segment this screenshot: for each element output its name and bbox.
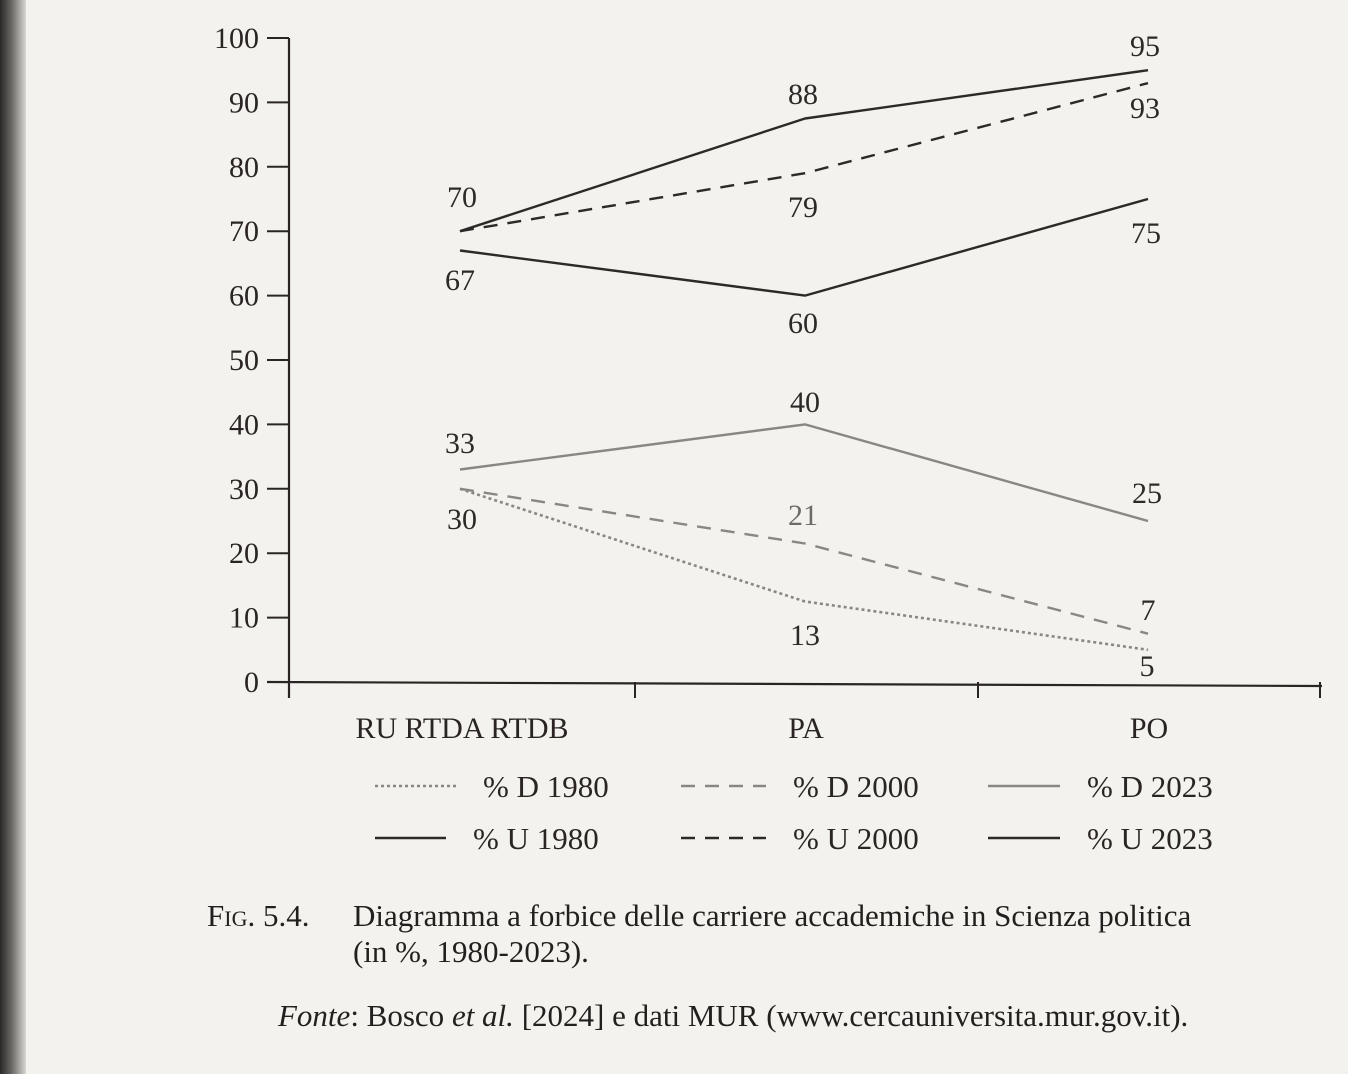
y-tick-label: 60 [229, 280, 259, 313]
x-axis-line [266, 680, 1323, 688]
data-label: 7 [1141, 594, 1156, 627]
chart-axes: 0 10 20 30 40 50 60 70 80 90 100 RU RTDA RTDB PA PO [214, 22, 1323, 745]
legend-label: % D 2023 [1087, 769, 1213, 804]
data-label: 70 [447, 181, 477, 214]
data-label: 60 [788, 307, 818, 340]
data-label: 67 [445, 264, 475, 297]
data-label: 93 [1130, 92, 1160, 125]
y-tick-label: 70 [229, 215, 259, 248]
y-tick-label: 20 [229, 537, 259, 570]
legend-label: % U 1980 [473, 821, 599, 856]
data-label: 30 [447, 503, 477, 536]
caption-line-1: Diagramma a forbice delle carriere accad… [353, 898, 1192, 933]
figure-number: Fig. 5.4. [207, 898, 310, 933]
caption-line-2: (in %, 1980-2023). [353, 934, 589, 969]
series-line [459, 197, 1149, 297]
legend-label: % U 2000 [793, 821, 919, 856]
source-label: Fonte [278, 998, 351, 1033]
series-line [459, 487, 1149, 652]
x-category-label: RU RTDA RTDB [355, 712, 568, 745]
y-tick-label: 10 [229, 602, 259, 635]
series-line [459, 423, 1149, 523]
y-tick-label: 0 [244, 666, 259, 699]
source-rest: [2024] e dati MUR (www.cercauniversita.m… [513, 998, 1189, 1033]
y-tick-label: 80 [229, 151, 259, 184]
data-label: 79 [788, 191, 818, 224]
book-spine-shadow [0, 0, 26, 1074]
series-layer [459, 69, 1149, 652]
data-label: 25 [1132, 477, 1162, 510]
source-colon: : Bosco [350, 998, 452, 1033]
data-label: 75 [1131, 217, 1161, 250]
series-line [459, 69, 1149, 233]
scissor-line-chart: 0 10 20 30 40 50 60 70 80 90 100 RU RTDA RTDB PA PO 7… [214, 22, 1323, 856]
x-category-label: PO [1130, 712, 1168, 745]
data-label: 21 [788, 499, 818, 532]
series-line [459, 81, 1149, 233]
y-tick-label: 100 [214, 22, 259, 55]
data-label: 5 [1140, 650, 1155, 683]
legend-label: % D 1980 [483, 769, 609, 804]
data-label: 88 [788, 78, 818, 111]
data-label: 33 [445, 427, 475, 460]
y-tick-label: 50 [229, 344, 259, 377]
x-category-label: PA [788, 712, 824, 745]
chart-legend: % D 1980 % D 2000 % D 2023 % U 1980 % U 2000… [375, 769, 1213, 856]
data-label: 13 [790, 619, 820, 652]
legend-label: % D 2000 [793, 769, 919, 804]
data-label: 40 [790, 386, 820, 419]
y-tick-label: 40 [229, 408, 259, 441]
figure-caption: Fig. 5.4. Diagramma a forbice delle carr… [207, 898, 1337, 970]
source-etal: et al. [451, 998, 514, 1033]
data-label: 95 [1130, 30, 1160, 63]
figure-source: Fonte: Bosco et al. [2024] e dati MUR (w… [278, 998, 1338, 1034]
y-tick-label: 30 [229, 473, 259, 506]
series-line [459, 487, 1149, 635]
y-tick-label: 90 [229, 86, 259, 119]
legend-label: % U 2023 [1087, 821, 1213, 856]
